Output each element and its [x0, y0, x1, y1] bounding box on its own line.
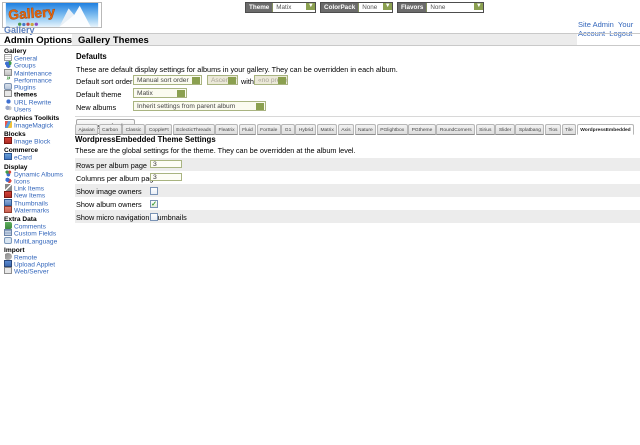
svg-text:Gallery: Gallery: [8, 3, 56, 22]
